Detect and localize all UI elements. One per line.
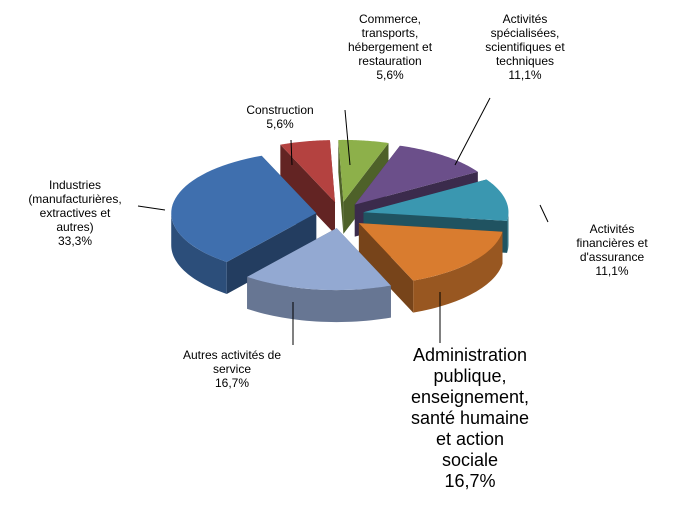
slice-wall	[507, 212, 509, 253]
slice-side	[226, 213, 317, 294]
slice-top	[363, 179, 509, 221]
slice-top	[171, 155, 317, 262]
value-label: 16,7%	[444, 471, 496, 491]
slice-top	[280, 140, 335, 203]
slice-side	[358, 223, 414, 313]
category-label: Industries (manufacturières, extractives…	[28, 178, 122, 234]
category-label: Activités financières et d'assurance	[576, 222, 648, 264]
slice-label: Industries (manufacturières, extractives…	[0, 178, 160, 248]
value-label: 5,6%	[376, 68, 404, 82]
slice-top	[354, 145, 478, 205]
category-label: Construction	[246, 103, 314, 117]
slice-label: Construction 5,6%	[195, 103, 365, 131]
slice-side	[343, 143, 389, 234]
slice	[247, 228, 391, 323]
leader-line	[344, 109, 351, 166]
slice-top	[247, 228, 391, 291]
slice-side	[338, 139, 344, 234]
category-label: Autres activités de service	[182, 348, 282, 376]
leader-line	[137, 205, 166, 211]
value-label: 11,1%	[595, 264, 629, 278]
value-label: 16,7%	[214, 376, 250, 390]
slice-label: Commerce, transports, hébergement et res…	[305, 12, 475, 82]
slice-side	[280, 144, 335, 235]
slice-label: Autres activités de service 16,7%	[147, 348, 317, 390]
leader-line	[290, 139, 293, 166]
leader-line	[454, 97, 491, 166]
slice-label: Administration publique, enseignement, s…	[375, 345, 565, 492]
slice	[171, 155, 317, 294]
slice-top	[358, 223, 503, 281]
slice-wall	[247, 276, 391, 323]
slice-label: Activités financières et d'assurance 11,1…	[527, 222, 676, 278]
slice	[280, 140, 335, 235]
slice-label: Activités spécialisées, scientifiques et…	[440, 12, 610, 82]
value-label: 11,1%	[508, 68, 542, 82]
slice	[358, 223, 503, 313]
category-label: Commerce, transports, hébergement et res…	[347, 12, 433, 68]
category-label: Administration publique, enseignement, s…	[410, 345, 530, 470]
leader-line	[539, 204, 549, 223]
slice-wall	[413, 231, 503, 313]
slice-wall	[171, 213, 227, 294]
slice-top	[338, 139, 389, 202]
value-label: 33,3%	[57, 234, 93, 248]
category-label: Activités spécialisées, scientifiques et…	[485, 12, 565, 68]
slice	[338, 139, 389, 234]
value-label: 5,6%	[266, 117, 294, 131]
